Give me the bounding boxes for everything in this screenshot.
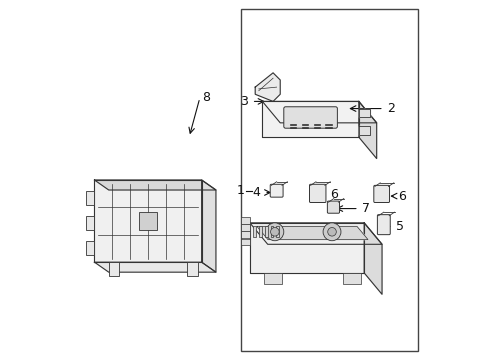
Polygon shape	[201, 180, 216, 272]
Circle shape	[327, 228, 336, 236]
Bar	[276, 226, 279, 237]
Bar	[85, 241, 94, 255]
Polygon shape	[364, 223, 381, 294]
Polygon shape	[358, 126, 369, 135]
Polygon shape	[358, 109, 369, 117]
Text: 3: 3	[240, 95, 247, 108]
Bar	[241, 224, 249, 231]
Text: 5: 5	[395, 220, 404, 233]
Bar	[264, 273, 282, 284]
Text: 1: 1	[236, 184, 244, 197]
Polygon shape	[255, 73, 280, 102]
Text: 7: 7	[362, 202, 369, 215]
Polygon shape	[249, 223, 364, 273]
FancyBboxPatch shape	[283, 107, 337, 128]
Polygon shape	[262, 102, 376, 123]
Bar	[241, 231, 249, 238]
Polygon shape	[262, 102, 358, 137]
Text: 4: 4	[252, 186, 260, 199]
Polygon shape	[358, 102, 376, 158]
Bar	[139, 212, 157, 230]
Text: 8: 8	[201, 91, 209, 104]
Text: 2: 2	[386, 102, 394, 115]
Bar	[241, 239, 249, 245]
FancyBboxPatch shape	[377, 215, 389, 235]
FancyBboxPatch shape	[373, 185, 389, 203]
FancyBboxPatch shape	[270, 184, 283, 197]
Bar	[253, 226, 256, 237]
Bar	[264, 226, 267, 237]
Circle shape	[265, 223, 283, 241]
Text: 6: 6	[397, 190, 405, 203]
Circle shape	[323, 223, 340, 241]
Bar	[342, 273, 360, 284]
Bar	[187, 262, 198, 276]
Bar	[85, 216, 94, 230]
Polygon shape	[94, 180, 216, 190]
Circle shape	[270, 228, 279, 236]
Bar	[241, 9, 417, 351]
Polygon shape	[94, 180, 201, 262]
Bar	[108, 262, 119, 276]
FancyBboxPatch shape	[309, 184, 325, 203]
Polygon shape	[94, 262, 216, 272]
Bar	[241, 217, 249, 224]
FancyBboxPatch shape	[326, 201, 339, 213]
Polygon shape	[257, 226, 367, 239]
Bar	[270, 226, 273, 237]
Bar	[259, 226, 262, 237]
Bar	[85, 191, 94, 205]
Polygon shape	[249, 223, 381, 244]
Text: 6: 6	[329, 188, 337, 201]
